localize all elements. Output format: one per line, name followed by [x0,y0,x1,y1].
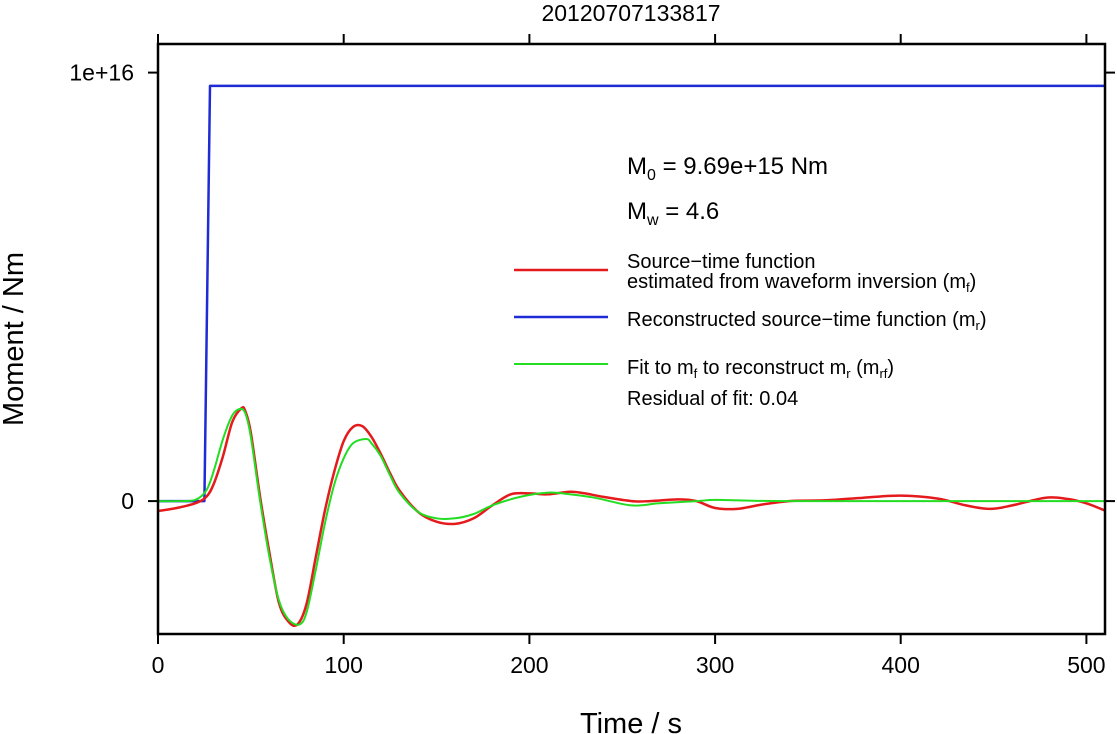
x-tick-label: 0 [152,652,165,678]
x-tick-label: 300 [696,652,734,678]
legend-label-mf-line2: estimated from waveform inversion (mf) [627,271,976,295]
plot-frame [156,42,1107,636]
y-axis-title: Moment / Nm [0,252,30,426]
x-tick-label: 500 [1067,652,1105,678]
x-tick-label: 100 [325,652,363,678]
seismic-moment-annotation: M0 = 9.69e+15 Nm [627,153,828,184]
moment-magnitude-annotation: Mw = 4.6 [627,198,719,229]
residual-annotation: Residual of fit: 0.04 [627,388,798,410]
series-line-mrf [158,407,1105,626]
legend-label-mrf: Fit to mf to reconstruct mr (mrf) [627,357,894,381]
x-tick-label: 200 [510,652,548,678]
x-tick-label: 400 [882,652,920,678]
x-axis-title: Time / s [580,708,682,734]
y-tick-label: 1e+16 [69,60,134,86]
series-line-mr [158,84,1105,503]
y-tick-label: 0 [121,488,134,514]
legend-label-mr: Reconstructed source−time function (mr) [627,309,987,333]
legend: Source−time function estimated from wave… [514,251,987,410]
legend-label-mf-line1: Source−time function [627,251,815,273]
series-line-mf [158,406,1105,628]
chart-title: 20120707133817 [541,0,720,26]
